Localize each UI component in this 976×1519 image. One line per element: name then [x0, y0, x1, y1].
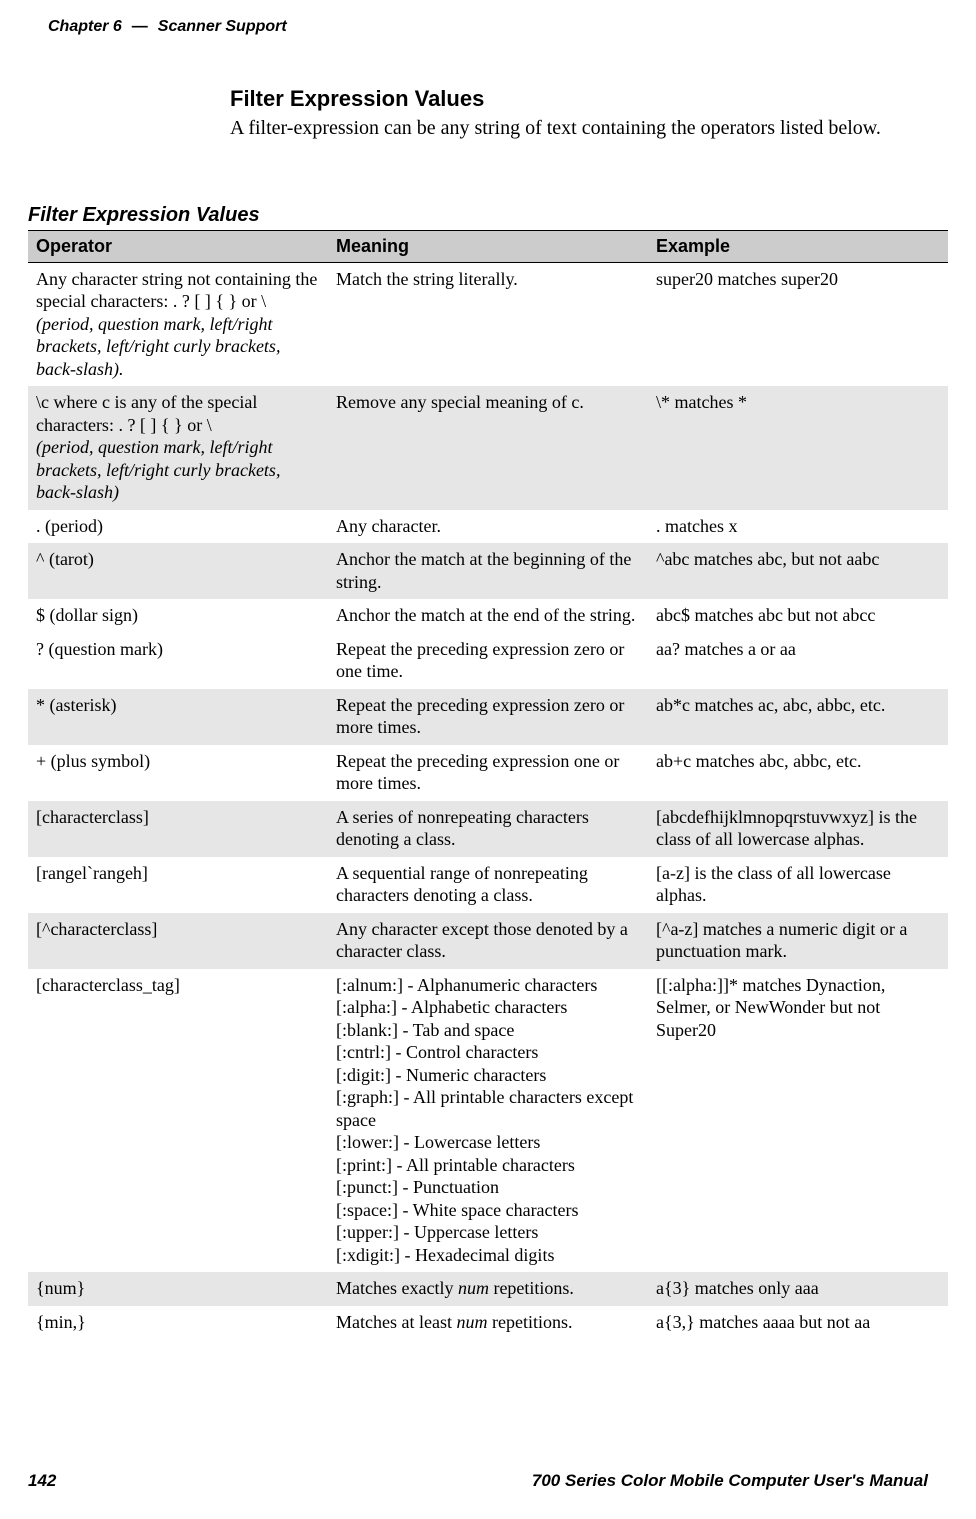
cell-operator: [rangel`rangeh]	[28, 857, 328, 913]
table-row: . (period)Any character.. matches x	[28, 510, 948, 544]
cell-meaning: [:alnum:] - Alphanumeric characters[:alp…	[328, 969, 648, 1273]
cell-example: [abcdefhijklmnopqrstuvwxyz] is the class…	[648, 801, 948, 857]
cell-meaning: Match the string literally.	[328, 262, 648, 386]
page-footer: 142 700 Series Color Mobile Computer Use…	[28, 1471, 928, 1491]
running-header: Chapter 6 — Scanner Support	[48, 18, 928, 36]
cell-example: a{3} matches only aaa	[648, 1272, 948, 1306]
table-caption: Filter Expression Values	[28, 204, 260, 227]
table-row: {min,}Matches at least num repetitions.a…	[28, 1306, 948, 1340]
cell-meaning: Repeat the preceding expression zero or …	[328, 689, 648, 745]
table-row: $ (dollar sign)Anchor the match at the e…	[28, 599, 948, 633]
cell-example: [a-z] is the class of all lowercase alph…	[648, 857, 948, 913]
section-intro: A filter-expression can be any string of…	[230, 116, 928, 141]
cell-meaning: Any character except those denoted by a …	[328, 913, 648, 969]
cell-meaning: A series of nonrepeating characters deno…	[328, 801, 648, 857]
table-header-row: Operator Meaning Example	[28, 231, 948, 263]
section-body: Filter Expression Values A filter-expres…	[230, 86, 928, 141]
cell-operator: [characterclass_tag]	[28, 969, 328, 1273]
cell-operator: [^characterclass]	[28, 913, 328, 969]
page: Chapter 6 — Scanner Support Filter Expre…	[0, 0, 976, 1519]
cell-meaning: Matches exactly num repetitions.	[328, 1272, 648, 1306]
cell-operator: $ (dollar sign)	[28, 599, 328, 633]
col-meaning: Meaning	[328, 231, 648, 263]
table-row: ^ (tarot)Anchor the match at the beginni…	[28, 543, 948, 599]
table-row: [characterclass_tag][:alnum:] - Alphanum…	[28, 969, 948, 1273]
table-row: ? (question mark)Repeat the preceding ex…	[28, 633, 948, 689]
cell-meaning: Remove any special meaning of c.	[328, 386, 648, 510]
cell-example: abc$ matches abc but not abcc	[648, 599, 948, 633]
filter-expression-table: Operator Meaning Example Any character s…	[28, 230, 948, 1339]
cell-meaning: Anchor the match at the end of the strin…	[328, 599, 648, 633]
section-heading: Filter Expression Values	[230, 86, 928, 112]
cell-example: aa? matches a or aa	[648, 633, 948, 689]
table-row: [characterclass]A series of nonrepeating…	[28, 801, 948, 857]
cell-meaning: Any character.	[328, 510, 648, 544]
cell-example: ab+c matches abc, abbc, etc.	[648, 745, 948, 801]
cell-meaning: Matches at least num repetitions.	[328, 1306, 648, 1340]
cell-example: . matches x	[648, 510, 948, 544]
table-row: Any character string not containing the …	[28, 262, 948, 386]
cell-example: [[:alpha:]]* matches Dynaction, Selmer, …	[648, 969, 948, 1273]
cell-operator: + (plus symbol)	[28, 745, 328, 801]
cell-operator: . (period)	[28, 510, 328, 544]
cell-operator: {min,}	[28, 1306, 328, 1340]
col-example: Example	[648, 231, 948, 263]
table-row: + (plus symbol)Repeat the preceding expr…	[28, 745, 948, 801]
cell-meaning: Anchor the match at the beginning of the…	[328, 543, 648, 599]
table-row: \c where c is any of the special charact…	[28, 386, 948, 510]
manual-title: 700 Series Color Mobile Computer User's …	[532, 1471, 928, 1491]
cell-example: ab*c matches ac, abc, abbc, etc.	[648, 689, 948, 745]
cell-example: \* matches *	[648, 386, 948, 510]
running-header-left: Chapter 6 — Scanner Support	[48, 18, 287, 36]
table-row: {num}Matches exactly num repetitions.a{3…	[28, 1272, 948, 1306]
cell-meaning: A sequential range of nonrepeating chara…	[328, 857, 648, 913]
chapter-title: Scanner Support	[158, 18, 287, 36]
cell-operator: \c where c is any of the special charact…	[28, 386, 328, 510]
cell-example: ^abc matches abc, but not aabc	[648, 543, 948, 599]
cell-meaning: Repeat the preceding expression zero or …	[328, 633, 648, 689]
cell-operator: {num}	[28, 1272, 328, 1306]
cell-example: a{3,} matches aaaa but not aa	[648, 1306, 948, 1340]
cell-example: super20 matches super20	[648, 262, 948, 386]
header-separator: —	[128, 18, 152, 36]
col-operator: Operator	[28, 231, 328, 263]
cell-operator: ^ (tarot)	[28, 543, 328, 599]
table-row: [rangel`rangeh]A sequential range of non…	[28, 857, 948, 913]
cell-meaning: Repeat the preceding expression one or m…	[328, 745, 648, 801]
cell-operator: * (asterisk)	[28, 689, 328, 745]
chapter-label: Chapter 6	[48, 18, 122, 36]
cell-operator: [characterclass]	[28, 801, 328, 857]
page-number: 142	[28, 1471, 56, 1491]
cell-example: [^a-z] matches a numeric digit or a punc…	[648, 913, 948, 969]
table-row: * (asterisk)Repeat the preceding express…	[28, 689, 948, 745]
table-row: [^characterclass]Any character except th…	[28, 913, 948, 969]
cell-operator: Any character string not containing the …	[28, 262, 328, 386]
cell-operator: ? (question mark)	[28, 633, 328, 689]
